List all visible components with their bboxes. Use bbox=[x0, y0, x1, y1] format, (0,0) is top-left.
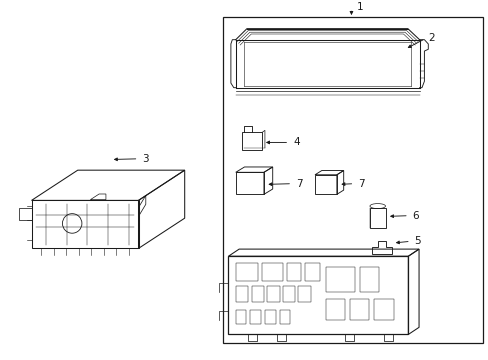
Bar bbox=[235, 310, 246, 324]
Bar bbox=[250, 310, 261, 324]
Bar bbox=[241, 132, 262, 149]
Text: 2: 2 bbox=[427, 32, 434, 42]
Bar bbox=[314, 175, 336, 194]
Bar bbox=[235, 287, 247, 302]
Text: 5: 5 bbox=[414, 236, 421, 246]
Bar bbox=[251, 287, 264, 302]
Bar bbox=[283, 287, 294, 302]
Bar bbox=[359, 267, 378, 292]
Bar bbox=[264, 310, 275, 324]
Text: 7: 7 bbox=[358, 179, 364, 189]
Text: 6: 6 bbox=[412, 211, 419, 221]
Bar bbox=[286, 263, 301, 281]
Bar bbox=[228, 256, 407, 334]
Bar bbox=[325, 267, 354, 292]
Bar bbox=[349, 299, 369, 320]
Bar bbox=[305, 263, 319, 281]
Bar bbox=[373, 299, 393, 320]
Bar bbox=[325, 299, 345, 320]
Bar bbox=[261, 263, 283, 281]
Bar bbox=[235, 263, 257, 281]
Bar bbox=[222, 17, 482, 343]
Bar bbox=[298, 287, 310, 302]
Bar bbox=[279, 310, 289, 324]
Bar bbox=[31, 201, 138, 248]
Text: 3: 3 bbox=[142, 154, 149, 164]
Bar bbox=[267, 287, 279, 302]
Text: 4: 4 bbox=[292, 138, 299, 148]
Bar bbox=[235, 172, 264, 194]
Text: 7: 7 bbox=[295, 179, 302, 189]
Text: 1: 1 bbox=[356, 2, 362, 12]
Bar bbox=[369, 208, 385, 228]
